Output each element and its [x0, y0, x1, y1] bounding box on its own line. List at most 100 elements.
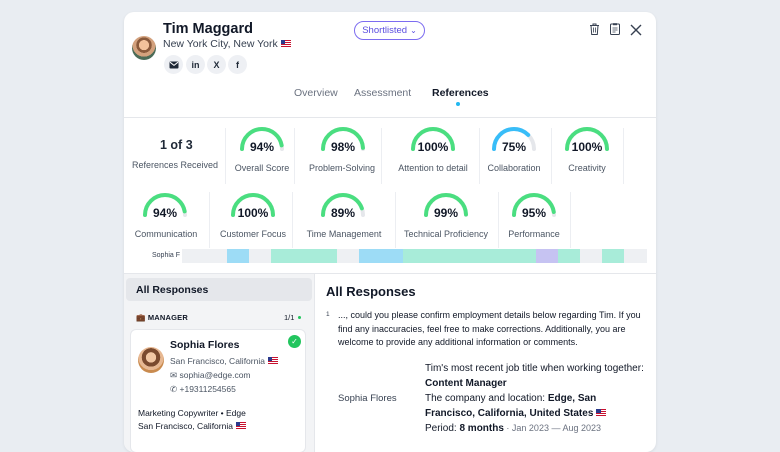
score-value: 75% [501, 140, 527, 154]
score-value: 99% [433, 206, 459, 220]
score-gauge: 100% [410, 126, 456, 172]
reference-phone[interactable]: ✆ +19311254565 [170, 384, 236, 395]
role-label: MANAGER [147, 313, 188, 322]
score-gauge: 94% [142, 192, 188, 238]
divider [292, 192, 293, 248]
score-value: 100% [237, 206, 269, 220]
answer-intro: Tim's most recent job title when working… [425, 363, 644, 374]
reference-avatar [138, 347, 164, 373]
timeline-segment [580, 249, 602, 263]
reference-phone-text: +19311254565 [179, 384, 236, 394]
score-label: Problem-Solving [308, 163, 376, 173]
timeline-segment [337, 249, 359, 263]
reference-location: San Francisco, California [170, 356, 278, 366]
tab-references[interactable]: References [432, 87, 489, 99]
divider [225, 128, 226, 184]
briefcase-icon: 💼 [136, 313, 146, 322]
sidebar-divider [314, 274, 315, 452]
timeline-segment [558, 249, 580, 263]
score-label: Overall Score [234, 163, 290, 173]
reference-job-location-text: San Francisco, California [138, 421, 233, 431]
score-label: Communication [134, 229, 198, 239]
divider [294, 128, 295, 184]
document-icon[interactable] [610, 23, 620, 38]
score-gauge: 95% [511, 192, 557, 238]
facebook-icon[interactable]: f [228, 55, 247, 74]
tab-assessment[interactable]: Assessment [354, 87, 412, 99]
divider [381, 128, 382, 184]
timeline-segment [359, 249, 403, 263]
status-dot [298, 316, 301, 319]
email-icon[interactable] [164, 55, 183, 74]
us-flag-icon [267, 357, 278, 364]
reference-card[interactable]: Sophia Flores ✓ San Francisco, Californi… [130, 329, 306, 452]
role-count: 1/1 [284, 313, 295, 322]
score-label: Attention to detail [398, 163, 468, 173]
score-label: Time Management [306, 229, 382, 239]
divider [570, 192, 571, 248]
timeline-segment [403, 249, 536, 263]
candidate-location: New York City, New York [163, 38, 291, 50]
timeline-segment [624, 249, 647, 263]
score-value: 100% [417, 140, 449, 154]
section-divider [124, 273, 656, 274]
responses-title: All Responses [326, 284, 416, 299]
x-icon[interactable]: X [207, 55, 226, 74]
timeline-segment [271, 249, 337, 263]
timeline-label: Sophia F – [152, 252, 186, 259]
timeline-segment [249, 249, 271, 263]
reference-email[interactable]: ✉ sophia@edge.com [170, 370, 251, 381]
respondent-name: Sophia Flores [338, 393, 397, 404]
answer-company: Edge, San Francisco, California, United … [425, 393, 597, 419]
score-gauge: 99% [423, 192, 469, 238]
candidate-location-text: New York City, New York [163, 38, 278, 50]
mail-icon: ✉ [170, 370, 178, 380]
score-label: Technical Proficiency [403, 229, 489, 239]
linkedin-icon[interactable]: in [186, 55, 205, 74]
score-label: Creativity [568, 163, 606, 173]
divider [209, 192, 210, 248]
header-divider [124, 117, 656, 118]
question-number: 1 [326, 311, 330, 318]
score-value: 100% [571, 140, 603, 154]
chevron-down-icon: ⌄ [410, 26, 417, 35]
divider [498, 192, 499, 248]
status-dropdown[interactable]: Shortlisted ⌄ [354, 21, 425, 40]
answer-period-intro: Period: [425, 423, 460, 434]
reference-location-text: San Francisco, California [170, 356, 265, 366]
reference-job-location: San Francisco, California [138, 421, 246, 431]
score-gauge: 75% [491, 126, 537, 172]
answer-text: Tim's most recent job title when working… [425, 361, 645, 436]
divider [623, 128, 624, 184]
role-heading: 💼 MANAGER [136, 313, 188, 322]
score-label: Collaboration [487, 163, 541, 173]
candidate-card: Tim Maggard New York City, New York in X… [124, 12, 656, 452]
score-value: 89% [330, 206, 356, 220]
timeline-segment [182, 249, 227, 263]
all-responses-button[interactable]: All Responses [126, 278, 312, 301]
references-count-label: References Received [132, 160, 219, 170]
candidate-avatar [132, 36, 156, 60]
close-icon[interactable] [630, 24, 642, 39]
score-value: 98% [330, 140, 356, 154]
tab-overview[interactable]: Overview [294, 87, 338, 99]
reference-job: Marketing Copywriter • Edge [138, 408, 246, 418]
score-gauge: 100% [230, 192, 276, 238]
score-label: Customer Focus [219, 229, 287, 239]
status-label: Shortlisted [362, 25, 408, 36]
tab-bar: Overview Assessment References [124, 87, 656, 107]
references-count: 1 of 3 [160, 138, 193, 152]
score-gauge: 100% [564, 126, 610, 172]
score-value: 95% [521, 206, 547, 220]
timeline-segment [536, 249, 558, 263]
score-gauge: 94% [239, 126, 285, 172]
divider [551, 128, 552, 184]
trash-icon[interactable] [589, 23, 600, 38]
divider [479, 128, 480, 184]
answer-title: Content Manager [425, 378, 507, 389]
question-text: ..., could you please confirm employment… [338, 310, 641, 347]
us-flag-icon [280, 40, 291, 47]
score-label: Performance [508, 229, 560, 239]
score-value: 94% [249, 140, 275, 154]
timeline-segment [227, 249, 249, 263]
